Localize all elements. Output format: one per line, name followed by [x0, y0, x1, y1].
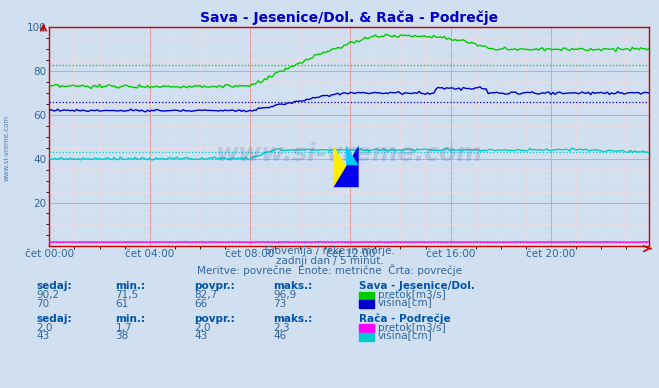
Text: višina[cm]: višina[cm]: [378, 331, 432, 341]
Polygon shape: [333, 146, 358, 187]
Text: zadnji dan / 5 minut.: zadnji dan / 5 minut.: [275, 256, 384, 266]
Text: 71,5: 71,5: [115, 290, 138, 300]
Text: višina[cm]: višina[cm]: [378, 298, 432, 308]
Text: 46: 46: [273, 331, 287, 341]
Text: pretok[m3/s]: pretok[m3/s]: [378, 290, 445, 300]
Text: 96,9: 96,9: [273, 290, 297, 300]
Text: 70: 70: [36, 298, 49, 308]
Text: Slovenija / reke in morje.: Slovenija / reke in morje.: [264, 246, 395, 256]
Text: pretok[m3/s]: pretok[m3/s]: [378, 322, 445, 333]
Text: povpr.:: povpr.:: [194, 281, 235, 291]
Text: 2,0: 2,0: [36, 322, 53, 333]
Polygon shape: [346, 146, 358, 165]
Text: 2,3: 2,3: [273, 322, 290, 333]
Text: 73: 73: [273, 298, 287, 308]
Text: 43: 43: [36, 331, 49, 341]
Polygon shape: [333, 146, 358, 187]
Text: 66: 66: [194, 298, 208, 308]
Text: 43: 43: [194, 331, 208, 341]
Text: min.:: min.:: [115, 281, 146, 291]
Text: www.si-vreme.com: www.si-vreme.com: [215, 142, 483, 166]
Text: Rača - Podrečje: Rača - Podrečje: [359, 314, 451, 324]
Text: 2,0: 2,0: [194, 322, 211, 333]
Title: Sava - Jesenice/Dol. & Rača - Podrečje: Sava - Jesenice/Dol. & Rača - Podrečje: [200, 10, 498, 24]
Text: Meritve: povrečne  Enote: metrične  Črta: povrečje: Meritve: povrečne Enote: metrične Črta: …: [197, 263, 462, 275]
Text: 1,7: 1,7: [115, 322, 132, 333]
Text: 61: 61: [115, 298, 129, 308]
Text: sedaj:: sedaj:: [36, 314, 72, 324]
Text: 38: 38: [115, 331, 129, 341]
Text: maks.:: maks.:: [273, 281, 313, 291]
Text: 82,7: 82,7: [194, 290, 217, 300]
Text: 90,2: 90,2: [36, 290, 59, 300]
Text: maks.:: maks.:: [273, 314, 313, 324]
Text: Sava - Jesenice/Dol.: Sava - Jesenice/Dol.: [359, 281, 475, 291]
Text: min.:: min.:: [115, 314, 146, 324]
Text: povpr.:: povpr.:: [194, 314, 235, 324]
Text: www.si-vreme.com: www.si-vreme.com: [3, 114, 10, 180]
Text: sedaj:: sedaj:: [36, 281, 72, 291]
